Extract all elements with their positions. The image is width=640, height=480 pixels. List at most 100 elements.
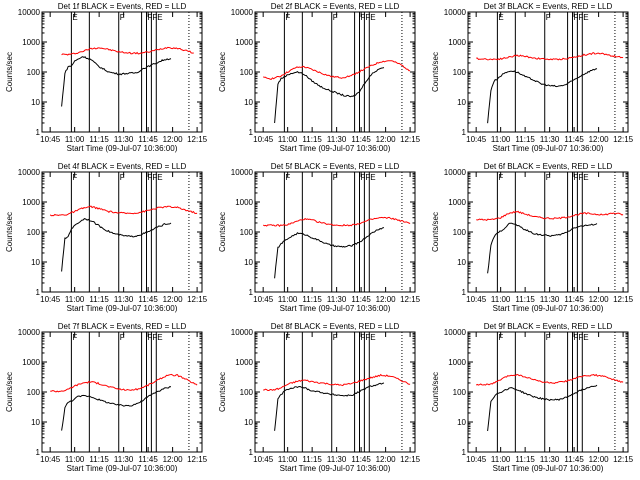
event-marker-label: F [120,173,125,182]
y-tick-label: 1 [36,448,41,457]
event-marker-label: F [152,333,157,342]
y-tick-label: 1 [36,288,41,297]
x-tick-label: 11:45 [351,135,371,144]
y-tick-label: 1 [462,448,467,457]
y-tick-label: 10000 [444,8,467,17]
series-line-events [61,386,172,431]
chart-panel-8: Det 8f BLACK = Events, RED = LLD 1 10 100 10… [218,322,421,473]
event-marker-label: E [72,13,77,22]
series-line-lld [263,373,411,391]
y-tick-label: 1 [249,448,254,457]
x-tick-label: 11:15 [302,135,322,144]
event-marker-label: F [147,333,152,342]
series-line-events [61,218,172,272]
y-tick-label: 10 [31,258,40,267]
event-marker-label: F [120,13,125,22]
y-tick-label: 100 [453,228,467,237]
chart-panel-4: Det 4f BLACK = Events, RED = LLD 1 10 100 10… [5,162,208,313]
event-marker-label: F [285,13,290,22]
x-tick-label: 10:45 [253,455,274,464]
y-tick-label: 1000 [22,198,40,207]
x-tick-label: 12:15 [400,135,421,144]
y-axis-label: Counts/sec [218,52,227,92]
x-tick-label: 11:45 [138,295,158,304]
event-marker-label: F [546,13,551,22]
x-tick-label: 12:15 [187,295,208,304]
y-tick-label: 10 [457,98,466,107]
x-tick-label: 11:00 [278,295,298,304]
event-marker-label: F [578,333,583,342]
x-tick-label: 12:00 [589,295,610,304]
plot-frame [41,331,203,453]
x-tick-label: 11:00 [491,295,511,304]
plot-frame [254,331,416,453]
x-tick-label: 11:45 [138,135,158,144]
chart-title: Det 3f BLACK = Events, RED = LLD [484,2,613,11]
y-axis-label: Counts/sec [5,372,14,412]
chart-panel-9: Det 9f BLACK = Events, RED = LLD 1 10 100 10… [431,322,634,473]
y-tick-label: 100 [240,228,254,237]
x-tick-label: 11:45 [351,455,371,464]
x-tick-label: 10:45 [40,135,61,144]
y-tick-label: 1 [36,128,41,137]
x-tick-label: 12:15 [400,295,421,304]
x-tick-label: 11:15 [302,455,322,464]
y-axis-label: Counts/sec [5,212,14,252]
y-tick-label: 100 [27,68,41,77]
plot-frame [254,171,416,293]
x-tick-label: 11:30 [114,295,134,304]
series-line-lld [263,60,411,80]
y-axis-label: Counts/sec [218,212,227,252]
event-marker-label: F [333,13,338,22]
x-tick-label: 12:15 [187,135,208,144]
event-marker-label: F [333,173,338,182]
x-tick-label: 11:30 [540,135,560,144]
event-marker-label: E [583,333,588,342]
x-tick-label: 11:00 [65,455,85,464]
y-tick-label: 10 [244,98,253,107]
event-marker-label: F [546,333,551,342]
series-line-events [487,68,598,124]
event-marker-label: F [152,13,157,22]
y-tick-label: 100 [240,68,254,77]
series-line-lld [61,46,194,56]
x-axis-label: Start Time (09-Jul-07 10:36:00) [280,144,391,153]
y-tick-label: 1000 [22,38,40,47]
y-tick-label: 10000 [18,168,41,177]
plot-frame [467,171,629,293]
event-marker-label: E [370,173,375,182]
x-tick-label: 12:00 [163,135,184,144]
y-tick-label: 1000 [235,38,253,47]
event-marker-label: F [333,333,338,342]
y-tick-label: 1 [462,128,467,137]
x-tick-label: 11:30 [327,135,347,144]
plot-frame [41,171,203,293]
x-tick-label: 12:00 [376,455,397,464]
y-tick-label: 1000 [235,358,253,367]
y-tick-label: 100 [453,388,467,397]
series-line-events [487,222,598,274]
series-line-lld [476,52,624,61]
event-marker-label: F [365,333,370,342]
x-tick-label: 11:45 [564,295,584,304]
x-tick-label: 12:00 [376,295,397,304]
x-tick-label: 10:45 [466,295,487,304]
y-axis-label: Counts/sec [431,52,440,92]
x-tick-label: 12:15 [613,135,634,144]
series-line-lld [49,205,198,217]
event-marker-label: E [370,13,375,22]
chart-title: Det 2f BLACK = Events, RED = LLD [271,2,400,11]
chart-title: Det 6f BLACK = Events, RED = LLD [484,162,613,171]
x-tick-label: 11:30 [327,455,347,464]
y-tick-label: 1000 [22,358,40,367]
y-tick-label: 1 [462,288,467,297]
chart-title: Det 9f BLACK = Events, RED = LLD [484,322,613,331]
y-tick-label: 10000 [231,8,254,17]
x-tick-label: 12:15 [187,455,208,464]
y-tick-label: 1000 [448,198,466,207]
x-axis-label: Start Time (09-Jul-07 10:36:00) [493,144,604,153]
series-line-lld [262,216,411,227]
chart-panel-2: Det 2f BLACK = Events, RED = LLD 1 10 100 10… [218,2,421,153]
x-tick-label: 12:00 [589,455,610,464]
